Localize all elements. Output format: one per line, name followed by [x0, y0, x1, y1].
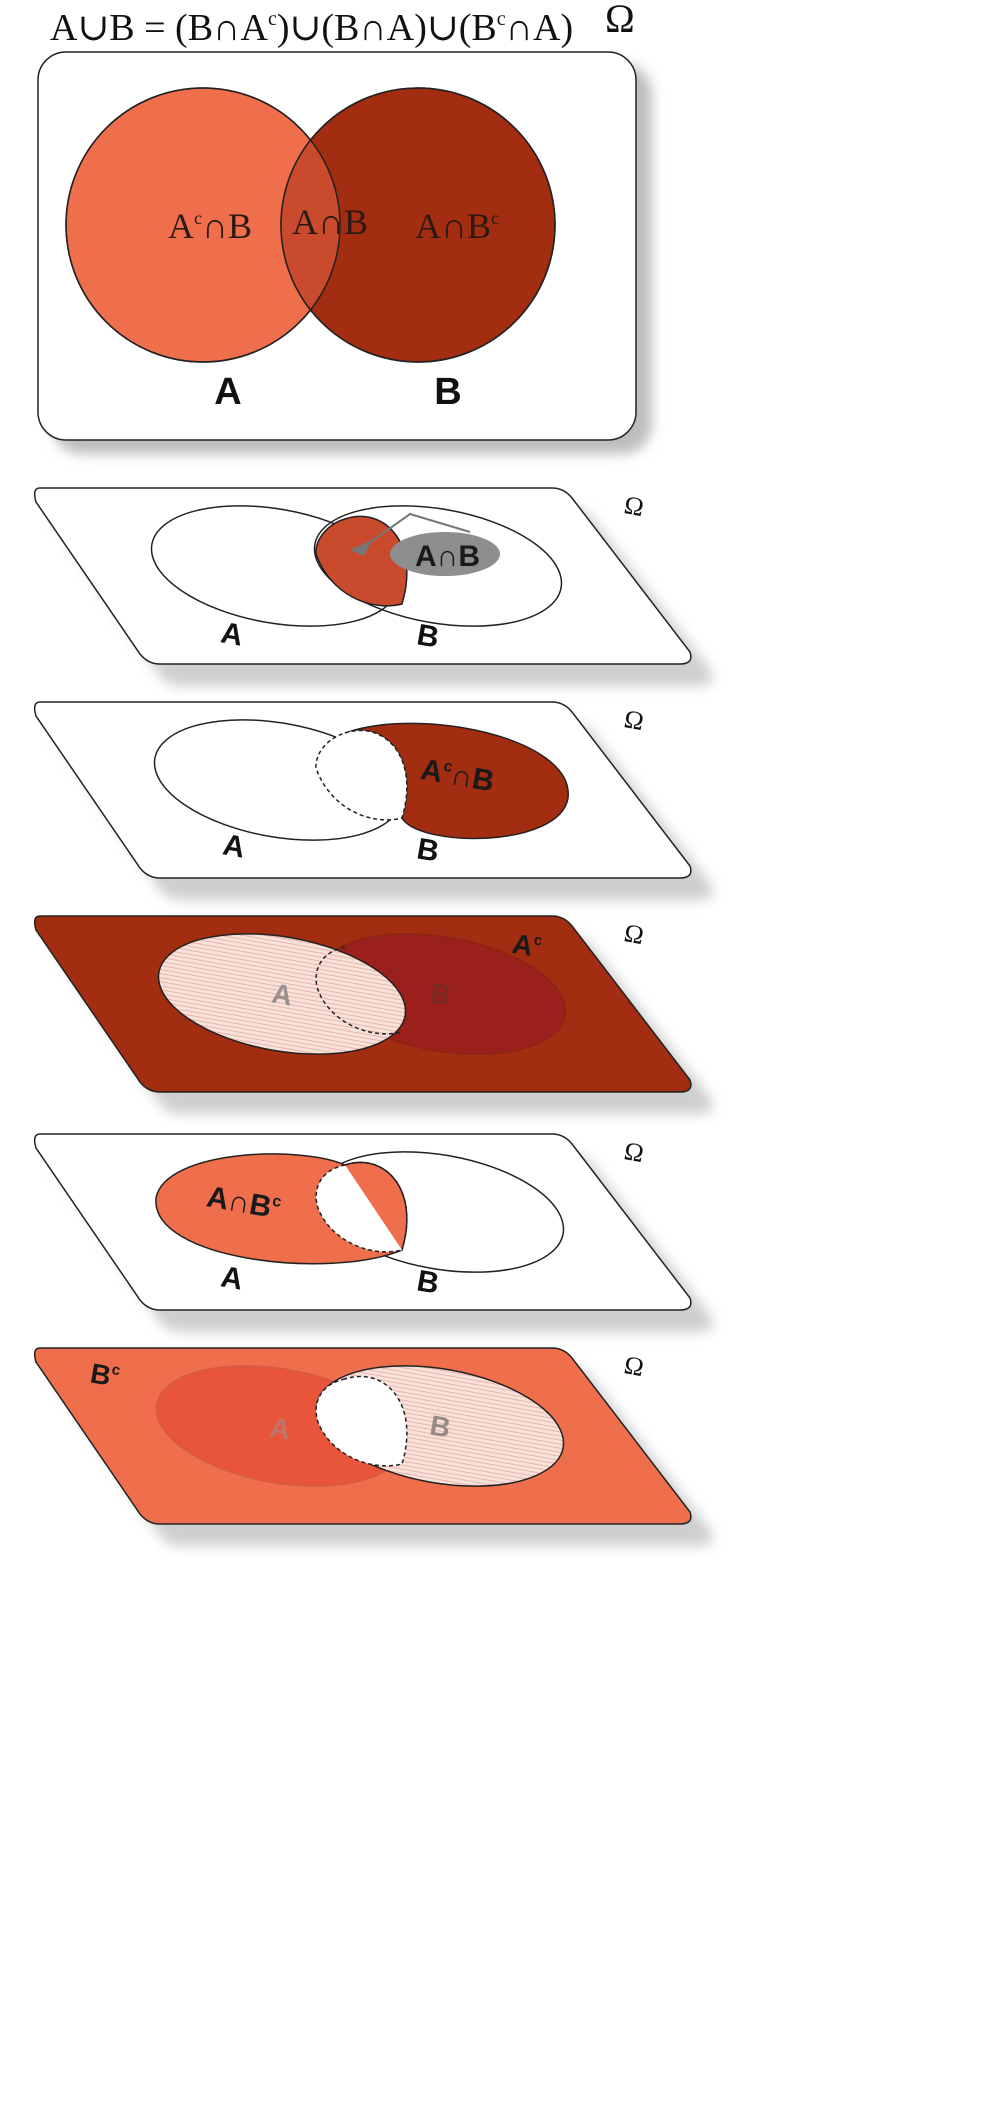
label-ac-and-b-panel: Ac∩B	[418, 753, 497, 798]
circle-a-outline	[65, 87, 341, 363]
formula-mid: )∪(B∩A)∪(B	[277, 7, 497, 49]
svg-text:A∪B = (B∩Ac)∪(B∩A)∪(Bc∩A): A∪B = (B∩Ac)∪(B∩A)∪(Bc∩A)	[50, 7, 573, 49]
formula-lhs: A∪B = (B∩A	[50, 7, 269, 49]
omega-label-p5: Ω	[622, 1350, 646, 1382]
label-bubble	[390, 532, 500, 576]
panel-b-complement: A B Bc Ω	[33, 1347, 713, 1546]
excluded-intersection	[315, 729, 408, 821]
label-a-and-b-panel: A∩B	[415, 540, 480, 573]
excluded-intersection	[315, 1375, 408, 1467]
label-ac-b: Ac∩B	[168, 206, 252, 246]
set-b-label: B	[434, 371, 461, 413]
panel-ac-and-b: Ac∩B A B Ω	[33, 701, 713, 900]
omega-label-main: Ω	[605, 0, 635, 41]
region-intersection-shaded	[315, 515, 408, 607]
b-boundary-dashed	[315, 946, 403, 1035]
omega-label-p4: Ω	[622, 1136, 646, 1168]
omega-label-p3: Ω	[622, 918, 646, 950]
union-formula: A∪B = (B∩Ac)∪(B∩A)∪(Bc∩A)	[50, 7, 573, 49]
ellipse-b	[313, 505, 563, 627]
omega-label-p2: Ω	[622, 704, 646, 736]
formula-sup-c1: c	[268, 8, 277, 30]
formula-sup-c2: c	[497, 8, 506, 30]
set-a-label: A	[214, 371, 241, 413]
excluded-intersection	[315, 1164, 403, 1253]
label-a-and-b: A∩B	[292, 202, 368, 242]
label-a-bc: A∩Bc	[415, 206, 499, 246]
panel-a-and-bc: A∩Bc A B Ω	[33, 1133, 713, 1332]
excluded-boundary	[344, 1161, 408, 1251]
pointer-line	[364, 512, 471, 547]
ellipse-a-excluded	[157, 933, 407, 1055]
panel-intersection: A∩B A B Ω	[33, 487, 713, 686]
panel-a-complement: A B Ac Ω	[33, 915, 713, 1114]
circle-b-outline	[280, 87, 556, 363]
omega-label-p1: Ω	[622, 490, 646, 522]
pointer-arrow-icon	[350, 540, 372, 556]
main-venn-panel: Ac∩B A∩B A∩Bc A B	[37, 51, 652, 454]
formula-tail: ∩A)	[506, 7, 574, 49]
